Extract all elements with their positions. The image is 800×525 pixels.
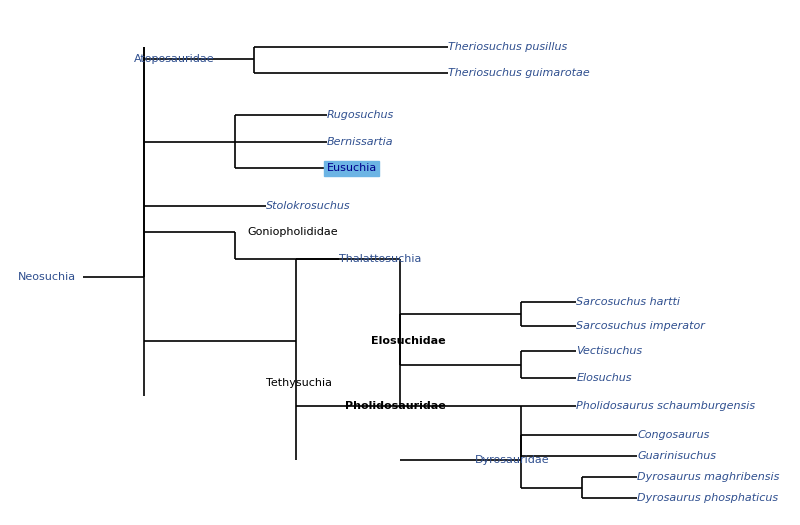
Text: Elosuchus: Elosuchus [576, 373, 632, 383]
Text: Pholidosaurus schaumburgensis: Pholidosaurus schaumburgensis [576, 401, 755, 411]
Text: Tethysuchia: Tethysuchia [266, 378, 332, 388]
Text: Thalattosuchia: Thalattosuchia [339, 254, 422, 264]
Text: Vectisuchus: Vectisuchus [576, 346, 642, 356]
Text: Sarcosuchus imperator: Sarcosuchus imperator [576, 321, 705, 331]
Text: Pholidosauridae: Pholidosauridae [345, 401, 446, 411]
Text: Theriosuchus guimarotae: Theriosuchus guimarotae [449, 68, 590, 78]
Text: Atoposauridae: Atoposauridae [0, 524, 1, 525]
Text: Atoposauridae: Atoposauridae [134, 54, 215, 64]
Text: Stolokrosuchus: Stolokrosuchus [266, 201, 350, 211]
Text: Bernissartia: Bernissartia [326, 137, 394, 147]
Text: Theriosuchus pusillus: Theriosuchus pusillus [449, 41, 568, 51]
Text: Dyrosauridae: Dyrosauridae [475, 455, 550, 465]
Text: Goniopholididae: Goniopholididae [248, 227, 338, 237]
Text: Eusuchia: Eusuchia [326, 163, 377, 173]
Text: Guarinisuchus: Guarinisuchus [637, 451, 716, 461]
Text: Sarcosuchus hartti: Sarcosuchus hartti [576, 297, 680, 307]
Text: Dyrosaurus phosphaticus: Dyrosaurus phosphaticus [637, 494, 778, 503]
Text: Neosuchia: Neosuchia [0, 524, 1, 525]
Text: Dyrosaurus maghribensis: Dyrosaurus maghribensis [637, 472, 779, 482]
Text: Rugosuchus: Rugosuchus [326, 110, 394, 120]
Text: Congosaurus: Congosaurus [637, 430, 710, 440]
Text: Dyrosauridae: Dyrosauridae [0, 524, 1, 525]
Text: Neosuchia: Neosuchia [18, 272, 76, 282]
Text: Elosuchidae: Elosuchidae [370, 335, 446, 345]
